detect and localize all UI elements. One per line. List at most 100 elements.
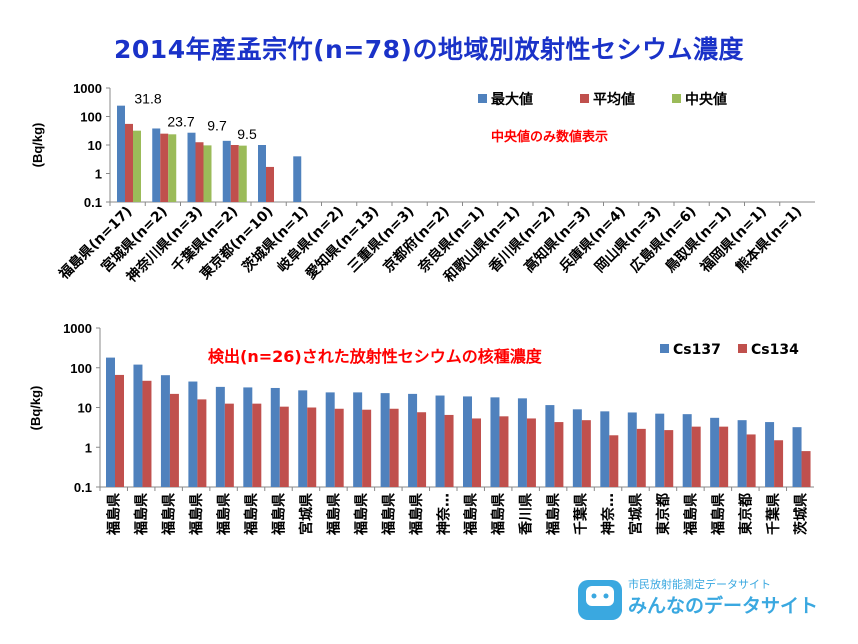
c1-category-label: 福島県 <box>188 493 205 536</box>
c1-bar-Cs137 <box>765 422 775 487</box>
logo-top-text: 市民放射能測定データサイト <box>628 577 771 591</box>
c1-ytick-label: 10 <box>78 401 92 416</box>
c1-category-label: 福島県 <box>243 493 260 536</box>
c1-bar-Cs134 <box>581 420 591 487</box>
c0-bar-最大値 <box>258 145 266 202</box>
c1-category-label: 宮城県 <box>628 493 645 535</box>
c1-bar-Cs137 <box>270 387 280 487</box>
logo-main-text: みんなのデータサイト <box>628 594 818 617</box>
c1-bar-Cs134 <box>224 403 234 487</box>
c0-bar-中央値 <box>238 145 247 202</box>
logo-eye-icon <box>591 593 597 599</box>
c1-category-label: 福島県 <box>353 493 370 536</box>
c0-data-label: 9.5 <box>237 126 257 142</box>
c1-bar-Cs134 <box>774 440 784 487</box>
c1-bar-Cs137 <box>627 412 637 487</box>
c1-bar-Cs134 <box>664 430 674 487</box>
c1-bar-Cs137 <box>463 396 472 487</box>
logo-house-window <box>586 586 614 606</box>
c1-bar-Cs134 <box>499 416 509 487</box>
c1-ytick-label: 0.1 <box>74 480 92 495</box>
c1-bar-Cs134 <box>142 380 152 487</box>
c1-category-label: 福島県 <box>161 493 178 536</box>
c1-category-label: 福島県 <box>133 493 150 536</box>
c0-data-label: 23.7 <box>167 113 194 129</box>
c1-bar-Cs137 <box>490 397 500 487</box>
c1-category-label: 福島県 <box>408 493 425 536</box>
c1-bar-Cs137 <box>106 357 115 487</box>
c1-bar-Cs137 <box>353 392 363 487</box>
c1-bar-Cs137 <box>710 417 720 487</box>
c1-bar-Cs137 <box>435 395 445 487</box>
c0-bar-中央値 <box>168 134 177 202</box>
c0-bar-平均値 <box>125 123 133 202</box>
c1-category-label: 福島県 <box>463 493 480 536</box>
c1-bar-Cs137 <box>572 409 582 487</box>
c1-bar-Cs134 <box>444 414 454 487</box>
c1-ytick-label: 1 <box>85 440 92 455</box>
c1-category-label: 千葉県 <box>765 493 782 535</box>
c1-category-label: 福島県 <box>271 493 288 536</box>
c1-category-label: 福島県 <box>545 493 562 536</box>
c1-bar-Cs137 <box>188 381 198 487</box>
c0-ylabel: (Bq/kg) <box>30 123 45 168</box>
c1-bar-Cs134 <box>746 434 756 487</box>
c1-bar-Cs134 <box>472 418 481 487</box>
c1-bar-Cs134 <box>417 412 427 487</box>
c0-bar-最大値 <box>222 140 231 202</box>
c0-bar-最大値 <box>152 128 161 202</box>
c1-bar-Cs134 <box>252 403 262 487</box>
c0-bar-中央値 <box>203 145 212 202</box>
c0-legend-swatch-最大値 <box>478 94 487 103</box>
c1-legend-swatch-Cs134 <box>738 344 747 353</box>
c1-category-label: 福島県 <box>216 493 233 536</box>
c1-category-label: 福島県 <box>106 493 123 536</box>
c1-bar-Cs134 <box>197 399 207 487</box>
c1-bar-Cs134 <box>362 409 372 487</box>
c0-bar-最大値 <box>293 156 302 202</box>
c1-bar-Cs134 <box>801 451 811 487</box>
c0-legend-label: 中央値 <box>685 91 727 108</box>
c1-bar-Cs134 <box>279 406 289 487</box>
c1-bar-Cs137 <box>682 414 692 487</box>
c0-bar-平均値 <box>230 145 239 202</box>
c1-bar-Cs137 <box>737 420 747 487</box>
c0-data-label: 31.8 <box>134 91 161 107</box>
c1-bar-Cs134 <box>334 408 344 487</box>
c0-bar-平均値 <box>266 166 274 202</box>
c1-bar-Cs137 <box>792 427 802 487</box>
c1-category-label: 福島県 <box>490 493 507 536</box>
c1-annotation: 検出(n=26)された放射性セシウムの核種濃度 <box>208 347 543 366</box>
c1-category-label: 福島県 <box>325 493 342 536</box>
c1-bar-Cs137 <box>380 393 390 487</box>
c1-bar-Cs137 <box>655 413 665 487</box>
c1-bar-Cs134 <box>526 418 536 487</box>
c1-bar-Cs137 <box>600 411 610 487</box>
c1-category-label: 福島県 <box>710 493 727 536</box>
c0-legend-swatch-平均値 <box>580 94 589 103</box>
c0-bar-平均値 <box>160 133 169 202</box>
c1-category-label: 香川県 <box>518 493 535 536</box>
c1-bar-Cs137 <box>160 375 170 487</box>
c1-category-label: 神奈… <box>435 493 452 535</box>
c1-bar-Cs137 <box>517 398 527 487</box>
c1-category-label: 東京都 <box>655 493 672 535</box>
c1-bar-Cs137 <box>243 387 253 487</box>
c1-category-label: 福島県 <box>682 493 699 536</box>
c0-ytick-label: 0.1 <box>84 195 102 210</box>
c1-legend-label: Cs134 <box>751 342 799 358</box>
c0-legend-swatch-中央値 <box>672 94 681 103</box>
c1-ylabel: (Bq/kg) <box>28 386 43 431</box>
c0-legend-label: 平均値 <box>593 91 635 108</box>
c1-category-label: 茨城県 <box>792 493 809 535</box>
c0-ytick-label: 100 <box>80 110 102 125</box>
c1-bar-Cs134 <box>554 422 564 487</box>
c1-bar-Cs137 <box>545 405 555 487</box>
c1-category-label: 東京都 <box>737 493 754 535</box>
c1-bar-Cs134 <box>115 374 124 487</box>
c1-bar-Cs134 <box>719 426 729 487</box>
c0-bar-最大値 <box>117 105 125 202</box>
logo-eye-icon <box>603 593 609 599</box>
